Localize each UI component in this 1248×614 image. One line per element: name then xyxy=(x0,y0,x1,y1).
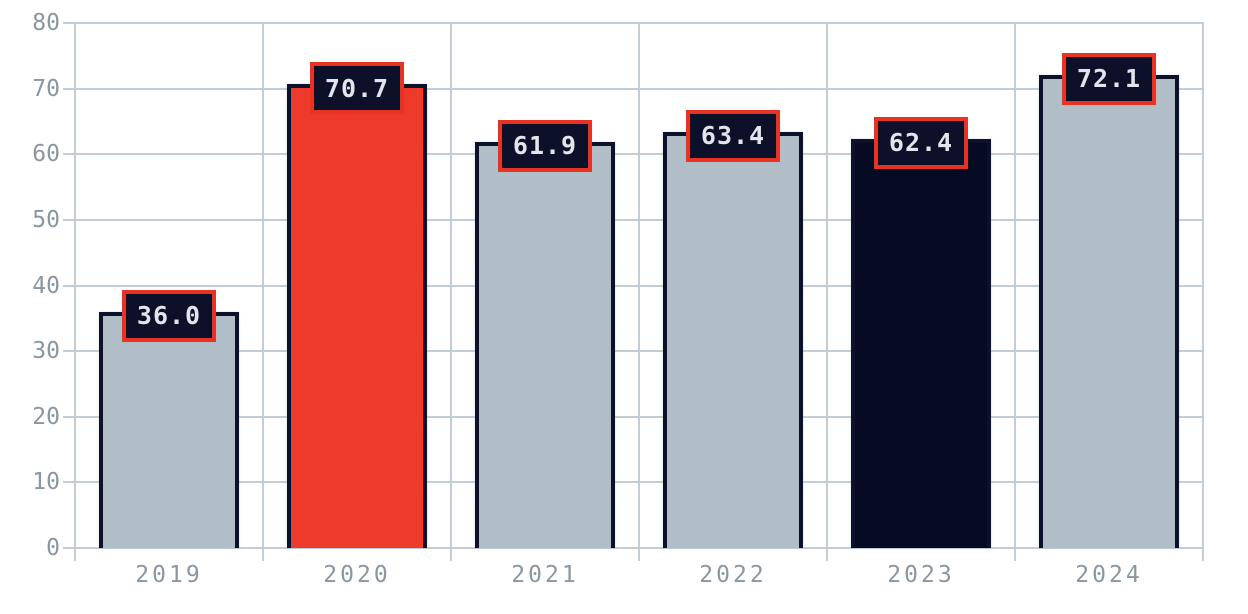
y-axis-tick-label: 10 xyxy=(32,469,60,496)
x-axis-tick-label: 2024 xyxy=(1075,562,1143,588)
gridline-horizontal xyxy=(63,87,1204,90)
bar-2020 xyxy=(287,84,427,548)
gridline-vertical xyxy=(1014,23,1016,561)
bar-2024 xyxy=(1039,74,1179,548)
y-axis-tick-label: 50 xyxy=(32,206,60,233)
y-axis-tick-label: 60 xyxy=(32,141,60,168)
value-label-2022: 63.4 xyxy=(686,109,780,162)
x-axis-tick-label: 2023 xyxy=(887,562,955,588)
gridline-vertical xyxy=(262,23,264,561)
x-axis-tick-label: 2022 xyxy=(699,562,767,588)
value-label-2020: 70.7 xyxy=(310,62,404,115)
gridline-horizontal xyxy=(63,153,1204,156)
gridline-horizontal xyxy=(63,415,1204,418)
x-axis-tick-label: 2021 xyxy=(511,562,579,588)
gridline-horizontal xyxy=(63,22,1204,24)
y-axis-tick-label: 80 xyxy=(32,10,60,36)
y-axis-tick-label: 0 xyxy=(46,535,60,561)
x-axis-tick-label: 2020 xyxy=(323,562,391,588)
gridline-vertical xyxy=(74,23,76,561)
value-label-2019: 36.0 xyxy=(122,289,216,342)
value-label-2023: 62.4 xyxy=(874,116,968,169)
gridline-vertical xyxy=(826,23,828,561)
x-axis-tick-label: 2019 xyxy=(135,562,203,588)
bar-2023 xyxy=(851,138,991,548)
value-label-2021: 61.9 xyxy=(498,119,592,172)
y-axis-tick-label: 40 xyxy=(32,272,60,299)
gridline-vertical xyxy=(450,23,452,561)
gridline-horizontal xyxy=(63,284,1204,287)
y-axis-tick-label: 30 xyxy=(32,338,60,365)
bar-2019 xyxy=(99,311,239,548)
gridline-horizontal xyxy=(63,350,1204,353)
gridline-horizontal xyxy=(63,481,1204,484)
value-label-2024: 72.1 xyxy=(1062,52,1156,105)
gridline-vertical xyxy=(638,23,640,561)
gridline-horizontal xyxy=(63,218,1204,221)
y-axis-tick-label: 70 xyxy=(32,75,60,102)
y-axis-tick-label: 20 xyxy=(32,403,60,430)
bar-2021 xyxy=(475,141,615,548)
gridline-horizontal xyxy=(63,547,1204,549)
bar-2022 xyxy=(663,131,803,548)
gridline-vertical xyxy=(1202,23,1204,561)
